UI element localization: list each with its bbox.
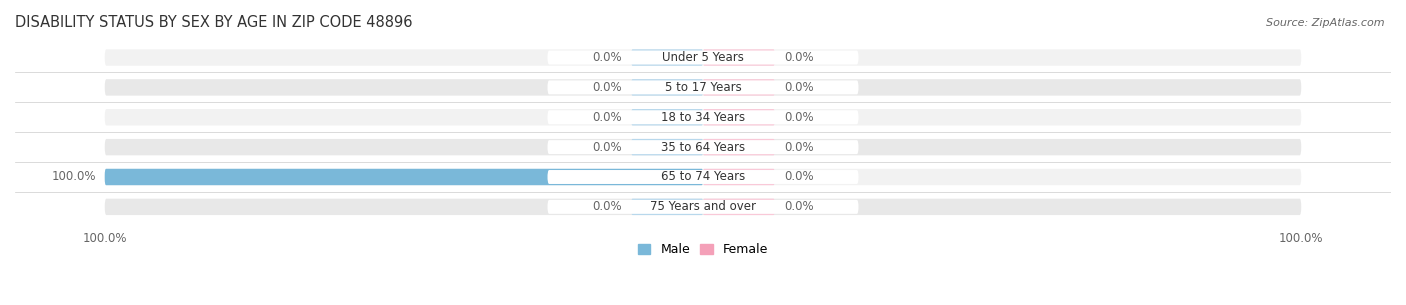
Text: 35 to 64 Years: 35 to 64 Years <box>661 141 745 154</box>
Text: 18 to 34 Years: 18 to 34 Years <box>661 111 745 124</box>
FancyBboxPatch shape <box>547 81 859 94</box>
FancyBboxPatch shape <box>104 199 1302 215</box>
Text: 0.0%: 0.0% <box>783 81 814 94</box>
FancyBboxPatch shape <box>631 49 703 66</box>
Text: Source: ZipAtlas.com: Source: ZipAtlas.com <box>1267 18 1385 28</box>
Text: 0.0%: 0.0% <box>592 111 623 124</box>
FancyBboxPatch shape <box>703 49 775 66</box>
FancyBboxPatch shape <box>547 170 859 184</box>
FancyBboxPatch shape <box>703 169 775 185</box>
Text: 0.0%: 0.0% <box>783 200 814 214</box>
FancyBboxPatch shape <box>547 51 859 64</box>
Text: 0.0%: 0.0% <box>592 141 623 154</box>
Text: 75 Years and over: 75 Years and over <box>650 200 756 214</box>
Text: 100.0%: 100.0% <box>51 170 96 184</box>
FancyBboxPatch shape <box>104 79 1302 95</box>
FancyBboxPatch shape <box>104 169 1302 185</box>
Text: 0.0%: 0.0% <box>592 81 623 94</box>
FancyBboxPatch shape <box>703 79 775 95</box>
FancyBboxPatch shape <box>703 199 775 215</box>
Text: 0.0%: 0.0% <box>592 51 623 64</box>
FancyBboxPatch shape <box>547 200 859 214</box>
Text: 0.0%: 0.0% <box>783 141 814 154</box>
Text: 5 to 17 Years: 5 to 17 Years <box>665 81 741 94</box>
Text: 65 to 74 Years: 65 to 74 Years <box>661 170 745 184</box>
Text: 0.0%: 0.0% <box>783 111 814 124</box>
FancyBboxPatch shape <box>631 79 703 95</box>
FancyBboxPatch shape <box>547 110 859 124</box>
FancyBboxPatch shape <box>703 109 775 125</box>
FancyBboxPatch shape <box>631 109 703 125</box>
FancyBboxPatch shape <box>104 49 1302 66</box>
Text: 0.0%: 0.0% <box>783 51 814 64</box>
FancyBboxPatch shape <box>631 199 703 215</box>
Text: 0.0%: 0.0% <box>783 170 814 184</box>
FancyBboxPatch shape <box>104 139 1302 155</box>
FancyBboxPatch shape <box>703 139 775 155</box>
FancyBboxPatch shape <box>547 140 859 154</box>
Legend: Male, Female: Male, Female <box>633 239 773 261</box>
FancyBboxPatch shape <box>631 139 703 155</box>
FancyBboxPatch shape <box>104 169 703 185</box>
Text: DISABILITY STATUS BY SEX BY AGE IN ZIP CODE 48896: DISABILITY STATUS BY SEX BY AGE IN ZIP C… <box>15 15 412 30</box>
FancyBboxPatch shape <box>104 109 1302 125</box>
Text: Under 5 Years: Under 5 Years <box>662 51 744 64</box>
Text: 0.0%: 0.0% <box>592 200 623 214</box>
